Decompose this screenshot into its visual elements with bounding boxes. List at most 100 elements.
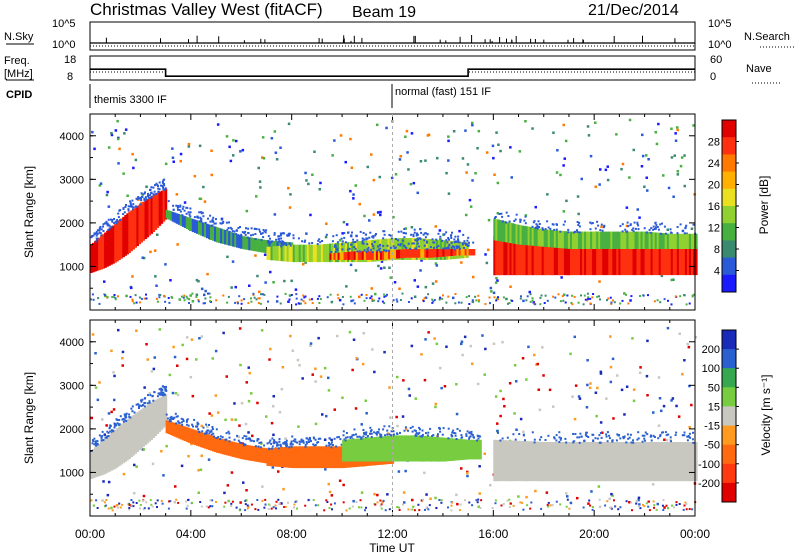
clutter-cell <box>243 298 246 301</box>
clutter-cell <box>539 303 542 306</box>
scatter-cell <box>290 279 293 283</box>
edge-cell <box>280 245 283 248</box>
band-cell <box>551 245 555 276</box>
clutter-cell <box>401 503 404 506</box>
edge-cell <box>692 441 695 444</box>
clutter-cell <box>103 501 106 504</box>
edge-cell <box>129 203 132 206</box>
colorbar-segment <box>722 137 736 155</box>
edge-cell <box>287 232 290 235</box>
scatter-cell <box>631 337 634 340</box>
clutter-cell <box>625 293 627 296</box>
scatter-cell <box>460 342 463 346</box>
edge-cell <box>654 226 657 229</box>
scatter-cell <box>586 359 589 362</box>
band-cell <box>634 231 638 249</box>
band-cell <box>398 249 401 259</box>
scatter-cell <box>107 205 111 208</box>
band-cell <box>216 227 219 243</box>
scatter-cell <box>465 213 468 217</box>
band-cell <box>567 246 571 276</box>
band-cell <box>94 447 97 478</box>
clutter-cell <box>506 499 509 502</box>
clutter-cell <box>349 295 352 298</box>
edge-cell <box>237 439 240 442</box>
band-cell <box>280 447 284 468</box>
edge-cell <box>151 394 154 397</box>
scatter-cell <box>156 233 159 236</box>
scatter-cell <box>509 146 512 149</box>
edge-cell <box>229 226 232 229</box>
edge-cell <box>437 244 440 247</box>
band-cell <box>515 440 519 482</box>
scatter-cell <box>434 496 437 500</box>
edge-cell <box>451 431 454 434</box>
band-cell <box>175 213 179 224</box>
band-cell <box>195 430 199 446</box>
band-cell <box>112 225 115 264</box>
scatter-cell <box>468 198 472 202</box>
edge-cell <box>273 233 276 236</box>
clutter-cell <box>520 295 522 298</box>
band-cell <box>442 249 446 257</box>
edge-cell <box>162 394 165 397</box>
clutter-cell <box>554 296 557 299</box>
edge-cell <box>310 440 312 443</box>
clutter-cell <box>656 299 659 302</box>
band-cell <box>222 439 225 455</box>
band-cell <box>335 446 338 469</box>
colorbar-tick-label: -100 <box>698 459 720 471</box>
edge-cell <box>149 188 152 191</box>
band-cell <box>440 437 444 462</box>
scatter-cell <box>673 154 676 157</box>
edge-cell <box>93 443 96 446</box>
edge-cell <box>688 432 691 435</box>
edge-cell <box>466 430 469 433</box>
scatter-cell <box>505 297 508 301</box>
edge-cell <box>129 202 132 205</box>
band-cell <box>695 233 698 249</box>
band-cell <box>193 219 197 233</box>
clutter-cell <box>383 295 386 298</box>
clutter-cell <box>207 292 210 295</box>
band-cell <box>509 222 513 244</box>
band-cell <box>210 435 213 451</box>
edge-cell <box>402 232 405 235</box>
edge-cell <box>282 232 285 235</box>
scatter-cell <box>466 471 469 475</box>
band-cell <box>561 231 565 249</box>
scatter-cell <box>110 410 113 414</box>
band-cell <box>304 244 308 263</box>
band-cell <box>460 249 464 256</box>
band-cell <box>688 442 692 482</box>
edge-cell <box>442 247 445 250</box>
edge-cell <box>160 389 163 392</box>
edge-cell <box>278 235 281 238</box>
clutter-cell <box>302 294 305 297</box>
band-cell <box>588 442 591 482</box>
edge-cell <box>465 243 468 246</box>
clutter-cell <box>186 297 189 300</box>
scatter-cell <box>678 332 681 335</box>
edge-cell <box>177 421 180 424</box>
nsky-tick-bottom: 10^0 <box>52 39 76 51</box>
clutter-cell <box>323 509 326 512</box>
clutter-cell <box>573 295 576 298</box>
scatter-cell <box>284 437 287 440</box>
edge-cell <box>198 431 201 433</box>
edge-cell <box>458 241 461 244</box>
scatter-cell <box>598 505 602 509</box>
edge-cell <box>313 444 316 447</box>
edge-cell <box>619 225 622 228</box>
band-cell <box>586 231 589 249</box>
edge-cell <box>91 235 94 237</box>
edge-cell <box>280 237 283 240</box>
band-cell <box>495 439 498 482</box>
band-cell <box>270 448 274 467</box>
edge-cell <box>150 195 153 198</box>
clutter-cell <box>529 507 532 510</box>
edge-cell <box>541 227 544 230</box>
edge-cell <box>600 223 603 226</box>
edge-cell <box>128 413 131 416</box>
edge-cell <box>399 431 401 434</box>
